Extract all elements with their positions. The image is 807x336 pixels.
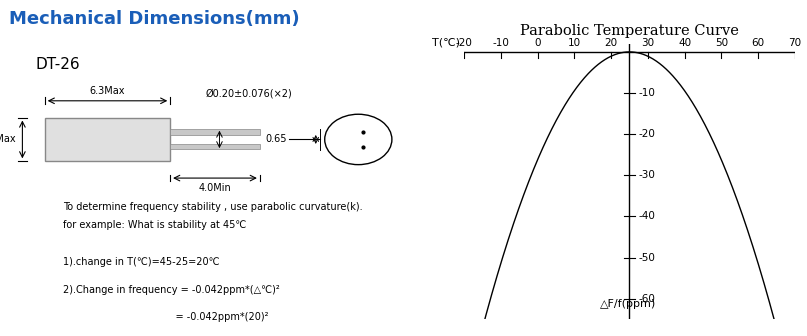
Text: Mechanical Dimensions(mm): Mechanical Dimensions(mm)	[9, 10, 299, 28]
Circle shape	[324, 114, 392, 165]
Text: 2).Change in frequency = -0.042ppm*(△℃)²: 2).Change in frequency = -0.042ppm*(△℃)²	[63, 285, 279, 295]
Text: 0.65: 0.65	[266, 134, 286, 144]
Text: T(℃): T(℃)	[433, 38, 460, 48]
Text: -10: -10	[492, 38, 509, 48]
Text: -60: -60	[638, 294, 655, 304]
Text: -30: -30	[638, 170, 655, 180]
Text: 4.0Min: 4.0Min	[199, 183, 232, 193]
Text: -10: -10	[638, 88, 655, 98]
Text: 20: 20	[604, 38, 617, 48]
Text: △F/f(ppm): △F/f(ppm)	[600, 299, 656, 309]
Text: 10: 10	[568, 38, 581, 48]
Text: = -0.042ppm*(20)²: = -0.042ppm*(20)²	[63, 312, 268, 323]
Text: 40: 40	[678, 38, 691, 48]
Text: -50: -50	[638, 253, 655, 262]
Text: 60: 60	[751, 38, 765, 48]
Text: Ø0.20±0.076(×2): Ø0.20±0.076(×2)	[206, 88, 293, 98]
Text: 1).change in T(℃)=45-25=20℃: 1).change in T(℃)=45-25=20℃	[63, 257, 220, 267]
Text: To determine frequency stability , use parabolic curvature(k).: To determine frequency stability , use p…	[63, 202, 362, 212]
Text: 50: 50	[715, 38, 728, 48]
Text: 70: 70	[788, 38, 801, 48]
Bar	[170, 144, 260, 150]
Text: 2.1Max: 2.1Max	[0, 134, 15, 144]
Text: 0: 0	[534, 38, 541, 48]
Text: DT-26: DT-26	[36, 57, 81, 72]
Bar	[45, 118, 170, 161]
Text: -40: -40	[638, 211, 655, 221]
Text: 6.3Max: 6.3Max	[90, 86, 125, 96]
Title: Parabolic Temperature Curve: Parabolic Temperature Curve	[520, 24, 739, 38]
Text: -20: -20	[638, 129, 655, 139]
Bar	[170, 129, 260, 134]
Text: -20: -20	[456, 38, 472, 48]
Text: for example: What is stability at 45℃: for example: What is stability at 45℃	[63, 220, 246, 230]
Text: 30: 30	[642, 38, 654, 48]
